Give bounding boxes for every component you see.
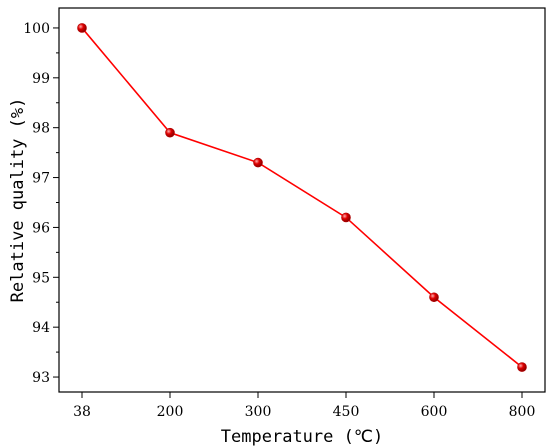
y-tick-label: 93 bbox=[32, 370, 50, 386]
y-axis-ticks: 93 94 95 96 97 98 99 100 bbox=[23, 21, 59, 386]
data-point bbox=[77, 23, 87, 33]
data-point bbox=[429, 292, 439, 303]
y-tick-label: 100 bbox=[23, 21, 50, 37]
x-axis-title: Temperature (℃) bbox=[221, 427, 383, 447]
y-tick-label: 97 bbox=[32, 171, 50, 187]
data-point bbox=[253, 157, 263, 168]
x-axis-ticks: 38 200 300 450 600 800 bbox=[73, 392, 535, 420]
x-tick-label: 38 bbox=[73, 404, 91, 420]
plot-frame bbox=[58, 7, 546, 393]
y-axis-title: Relative quality (%) bbox=[8, 98, 28, 303]
y-tick-label: 96 bbox=[32, 220, 50, 236]
series-line bbox=[81, 27, 523, 368]
x-tick-label: 450 bbox=[333, 404, 360, 420]
data-point bbox=[165, 127, 175, 138]
y-tick-label: 95 bbox=[32, 270, 50, 286]
x-tick-label: 200 bbox=[157, 404, 184, 420]
y-tick-label: 94 bbox=[32, 320, 50, 336]
y-tick-label: 98 bbox=[32, 121, 50, 137]
x-tick-label: 800 bbox=[509, 404, 536, 420]
y-tick-label: 99 bbox=[32, 71, 50, 87]
data-point bbox=[341, 212, 351, 223]
x-tick-label: 300 bbox=[245, 404, 272, 420]
series-layer bbox=[77, 23, 527, 372]
x-tick-label: 600 bbox=[421, 404, 448, 420]
data-point bbox=[517, 362, 527, 372]
